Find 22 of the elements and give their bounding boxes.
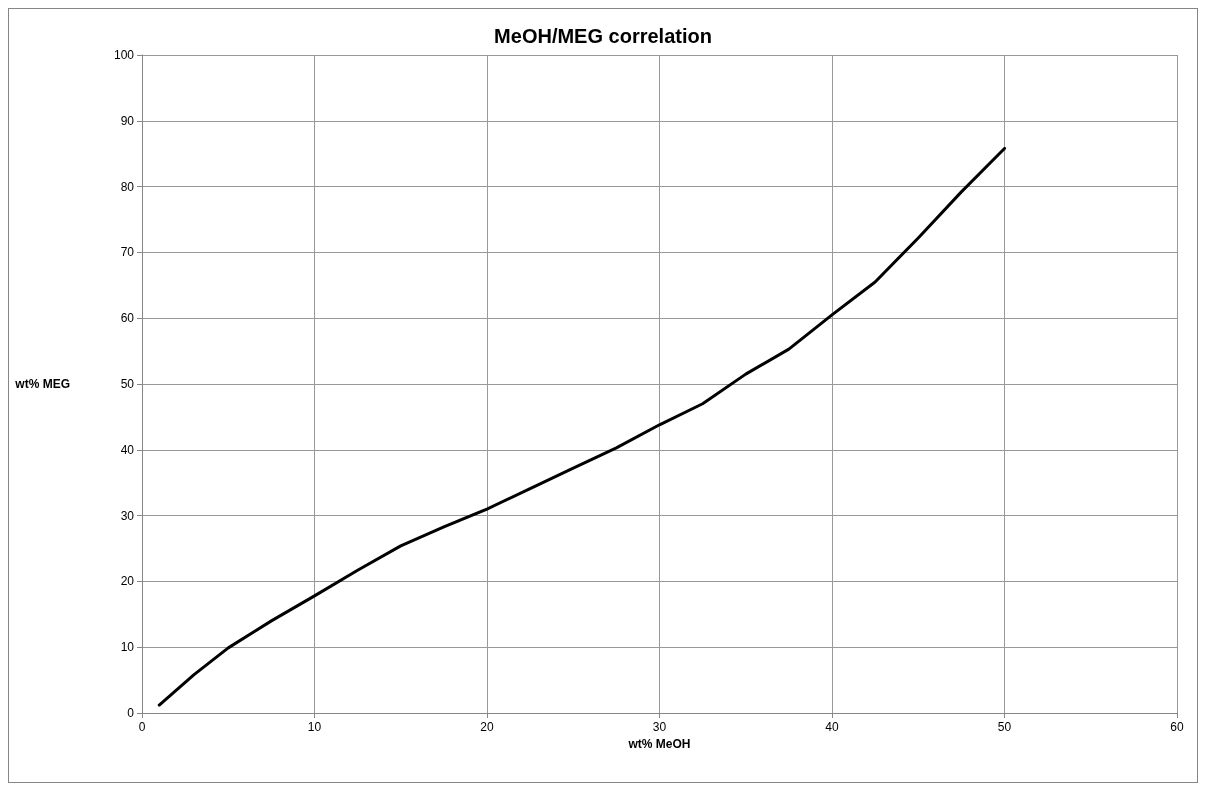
y-tick-label: 80 <box>120 179 135 194</box>
x-tick-label: 10 <box>307 720 322 734</box>
y-tick-label: 70 <box>120 245 135 260</box>
y-tick-label: 50 <box>120 377 135 391</box>
x-tick-label: 40 <box>825 720 839 734</box>
y-tick-label: 40 <box>120 442 135 457</box>
y-tick-label: 10 <box>120 640 135 655</box>
chart-title: MeOH/MEG correlation <box>494 25 712 47</box>
x-tick-label: 0 <box>138 720 146 734</box>
y-tick-label: 0 <box>127 706 135 720</box>
x-tick-label: 30 <box>652 720 667 734</box>
x-tick-label: 60 <box>1170 720 1184 734</box>
y-tick-label: 30 <box>120 508 135 523</box>
y-tick-label: 100 <box>113 48 135 62</box>
x-axis-title: wt% MeOH <box>627 736 691 751</box>
x-tick-label: 50 <box>997 720 1012 734</box>
y-tick-label: 20 <box>120 574 135 589</box>
y-tick-label: 90 <box>120 113 135 128</box>
line-series <box>157 146 1006 707</box>
y-tick-label: 60 <box>120 311 135 326</box>
y-axis-title: wt% MEG <box>14 377 70 391</box>
x-tick-label: 20 <box>480 720 494 734</box>
